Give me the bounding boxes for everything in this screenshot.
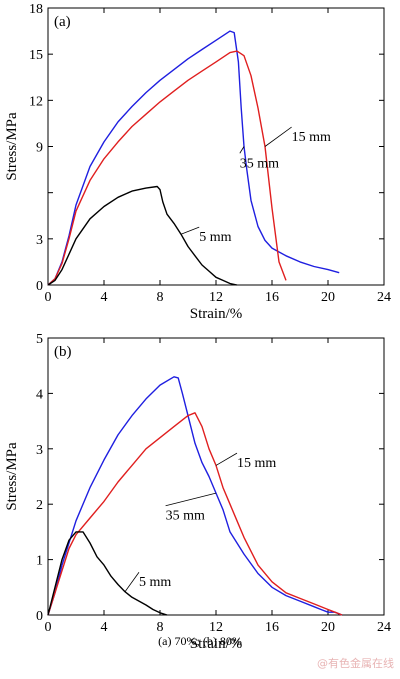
series-line-35-mm bbox=[47, 30, 340, 286]
x-tick-label: 24 bbox=[377, 620, 391, 635]
x-axis-title: Strain/% bbox=[190, 306, 243, 322]
x-tick-label: 0 bbox=[45, 620, 52, 635]
y-tick-label: 3 bbox=[36, 443, 43, 458]
annotation-label: 15 mm bbox=[292, 130, 331, 145]
y-tick-label: 12 bbox=[29, 94, 43, 109]
plot-frame bbox=[47, 337, 385, 616]
x-tick-label: 12 bbox=[209, 620, 223, 635]
annotation-leader bbox=[165, 492, 217, 507]
annotation-label: 5 mm bbox=[199, 230, 231, 245]
y-tick-label: 15 bbox=[29, 48, 43, 63]
series-line-5-mm bbox=[47, 185, 238, 286]
y-tick-label: 0 bbox=[36, 279, 43, 294]
x-tick-label: 16 bbox=[265, 290, 279, 305]
annotation-label: 35 mm bbox=[166, 509, 205, 524]
annotation-leader bbox=[264, 126, 292, 147]
panel-label: (b) bbox=[54, 344, 72, 360]
y-axis-title: Stress/MPa bbox=[4, 442, 20, 511]
panel-label: (a) bbox=[54, 14, 71, 30]
annotation-label: 35 mm bbox=[240, 156, 279, 171]
y-tick-label: 3 bbox=[36, 233, 43, 248]
y-tick-label: 2 bbox=[36, 498, 43, 513]
y-axis-title: Stress/MPa bbox=[4, 112, 20, 181]
chart-panel-a: 0 4 8 12 16 20 24 0 3 9 12 15 18 Strain/% Stress/MPa (a… bbox=[4, 2, 391, 322]
y-tick-label: 5 bbox=[36, 332, 43, 347]
x-tick-label: 4 bbox=[101, 620, 108, 635]
annotation-leader bbox=[215, 452, 238, 466]
annotation-leader bbox=[124, 571, 140, 592]
y-tick-label: 1 bbox=[36, 554, 43, 569]
x-axis-title: Strain/% bbox=[190, 636, 243, 652]
chart-panel-b: 0 4 8 12 16 20 24012345Strain/%Stress/MPa(b)15… bbox=[4, 332, 391, 652]
x-tick-label: 20 bbox=[321, 620, 335, 635]
x-tick-label: 24 bbox=[377, 290, 391, 305]
x-tick-label: 0 bbox=[45, 290, 52, 305]
x-tick-label: 8 bbox=[157, 290, 164, 305]
series-line-15-mm bbox=[47, 412, 343, 616]
x-tick-label: 16 bbox=[265, 620, 279, 635]
x-tick-label: 4 bbox=[101, 290, 108, 305]
watermark: @有色金属在线 bbox=[317, 656, 394, 670]
annotation-label: 15 mm bbox=[237, 456, 276, 471]
series-line-5-mm bbox=[47, 531, 168, 616]
x-tick-label: 20 bbox=[321, 290, 335, 305]
annotation-leader bbox=[239, 146, 245, 154]
y-tick-label: 18 bbox=[29, 2, 43, 17]
series-line-35-mm bbox=[47, 376, 343, 616]
x-tick-label: 12 bbox=[209, 290, 223, 305]
annotation-label: 5 mm bbox=[139, 575, 171, 590]
x-tick-label: 8 bbox=[157, 620, 164, 635]
y-tick-label: 4 bbox=[36, 387, 43, 402]
y-tick-label: 9 bbox=[36, 141, 43, 156]
figure-caption: (a) 70%; (b) 80% bbox=[158, 634, 242, 648]
y-tick-label: 0 bbox=[36, 609, 43, 624]
annotation-leader bbox=[180, 226, 200, 235]
series-line-15-mm bbox=[47, 50, 287, 286]
